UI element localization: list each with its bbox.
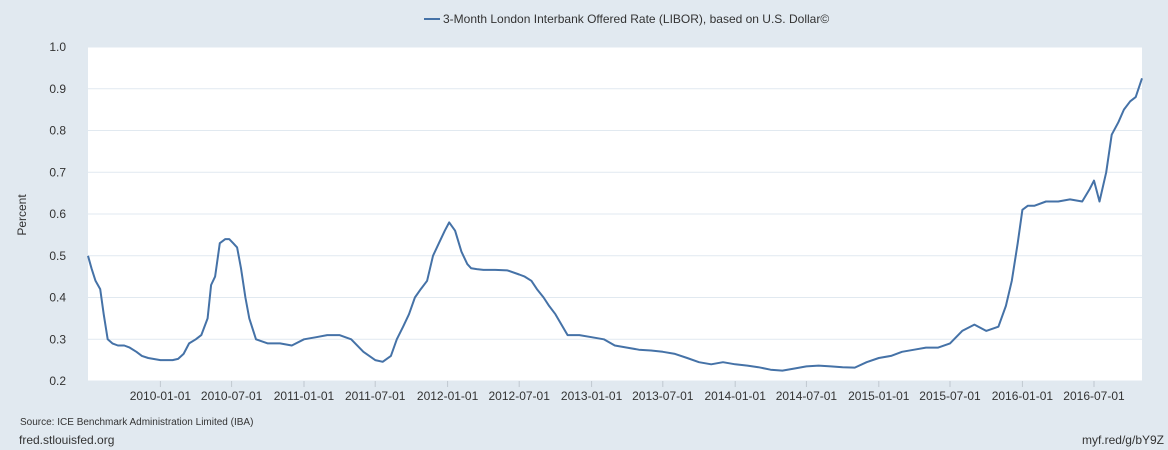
x-tick-label: 2013-07-01	[632, 389, 694, 403]
y-tick-label: 0.4	[49, 291, 66, 305]
x-tick-label: 2014-07-01	[776, 389, 838, 403]
y-tick-label: 0.8	[49, 124, 66, 138]
x-tick-label: 2011-07-01	[345, 389, 406, 403]
x-tick-label: 2010-01-01	[130, 389, 192, 403]
x-gridlines	[159, 381, 1095, 387]
x-tick-label: 2016-01-01	[992, 389, 1054, 403]
x-tick-label: 2012-01-01	[417, 389, 479, 403]
x-tick-label: 2015-07-01	[919, 389, 981, 403]
y-tick-label: 0.7	[49, 165, 66, 179]
x-tick-label: 2012-07-01	[489, 389, 551, 403]
y-tick-label: 0.3	[49, 332, 66, 346]
x-tick-label: 2013-01-01	[561, 389, 623, 403]
legend-label: 3-Month London Interbank Offered Rate (L…	[443, 12, 829, 26]
fred-site-link[interactable]: fred.stlouisfed.org	[19, 433, 115, 447]
y-axis-label: Percent	[15, 194, 29, 236]
y-tick-label: 0.9	[49, 82, 66, 96]
y-tick-label: 0.6	[49, 207, 66, 221]
x-tick-label: 2015-01-01	[848, 389, 910, 403]
legend: 3-Month London Interbank Offered Rate (L…	[424, 12, 829, 26]
short-url-link[interactable]: myf.red/g/bY9Z	[1081, 433, 1164, 447]
series-line-libor	[87, 77, 1143, 372]
x-tick-label: 2014-01-01	[704, 389, 766, 403]
x-tick-label: 2011-01-01	[274, 389, 335, 403]
y-tick-label: 0.2	[49, 374, 66, 388]
y-tick-label: 1.0	[49, 40, 66, 54]
x-tick-label: 2016-07-01	[1063, 389, 1125, 403]
y-axis-ticks: 0.2 0.3 0.4 0.5 0.6 0.7 0.8 0.9 1.0	[49, 40, 66, 388]
x-tick-label: 2010-07-01	[201, 389, 263, 403]
gridlines	[88, 46, 1142, 382]
y-tick-label: 0.5	[49, 249, 66, 263]
source-note: Source: ICE Benchmark Administration Lim…	[20, 417, 254, 428]
x-axis-ticks: 2010-01-01 2010-07-01 2011-01-01 2011-07-01…	[130, 389, 1125, 403]
